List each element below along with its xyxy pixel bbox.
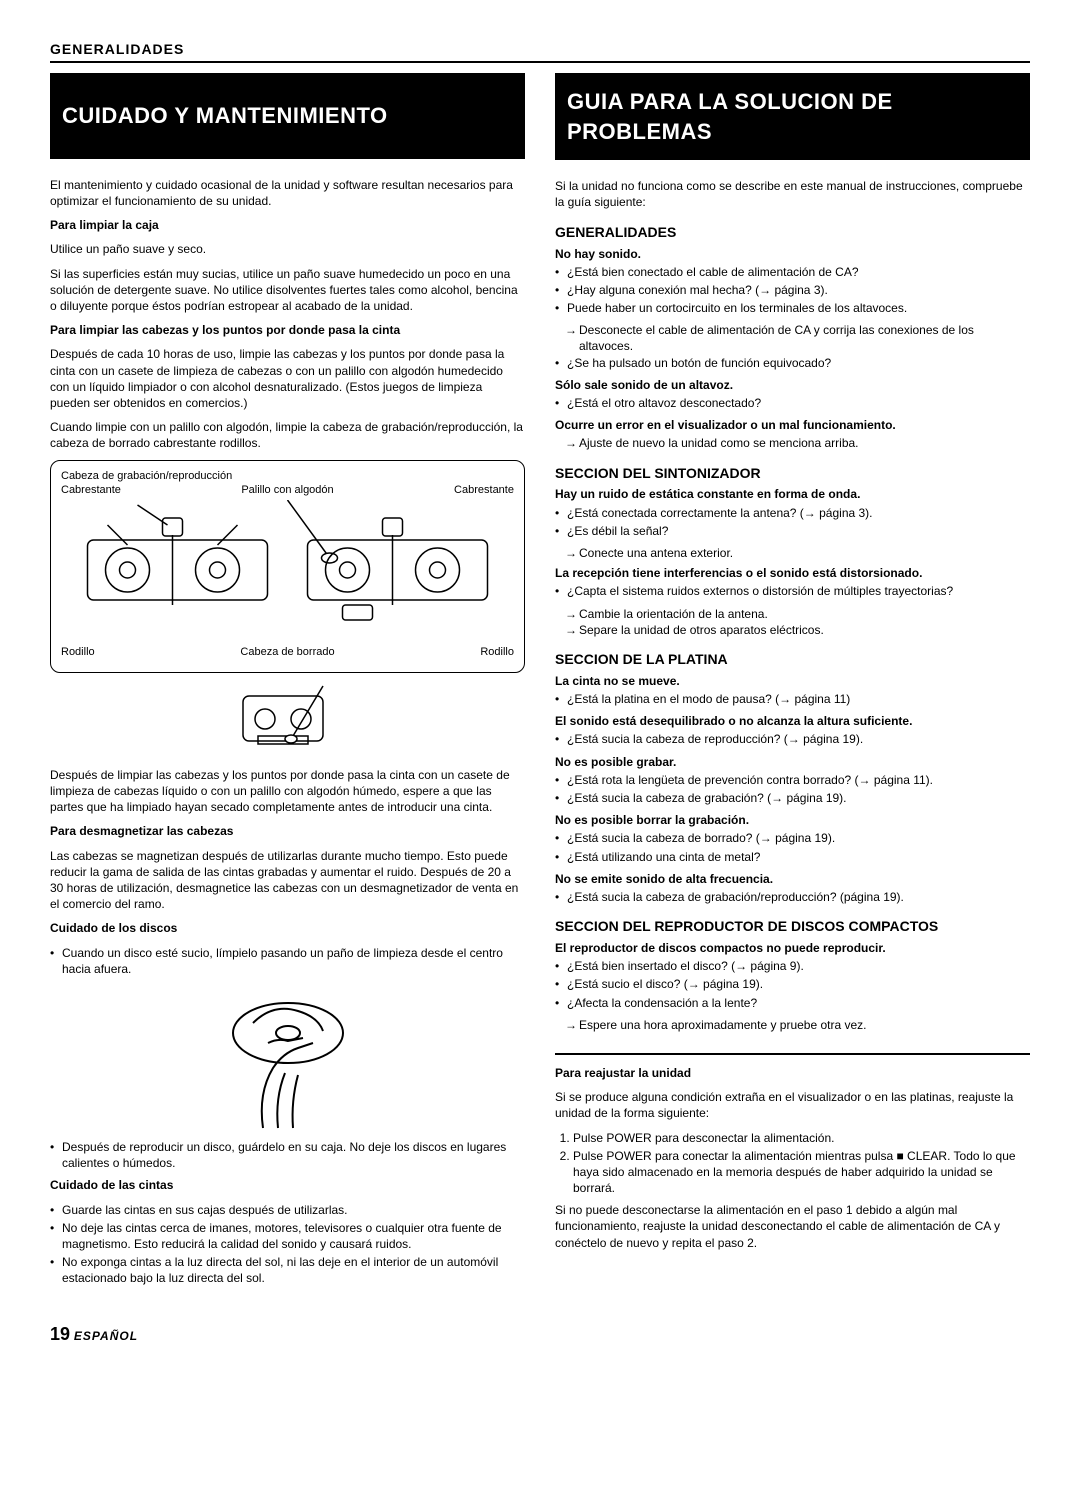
- list-item: ¿Está sucia la cabeza de grabación/repro…: [555, 889, 1030, 905]
- after-clean-text: Después de limpiar las cabezas y los pun…: [50, 767, 525, 816]
- troubleshoot-intro: Si la unidad no funciona como se describ…: [555, 178, 1030, 210]
- list-item: ¿Está conectada correctamente la antena?…: [555, 505, 1030, 521]
- list-item: ¿Está utilizando una cinta de metal?: [555, 849, 1030, 865]
- one-speaker-heading: Sólo sale sonido de un altavoz.: [555, 377, 1030, 393]
- list-item: ¿Está el otro altavoz desconectado?: [555, 395, 1030, 411]
- disc-care-item: Después de reproducir un disco, guárdelo…: [50, 1139, 525, 1171]
- disc-care-heading: Cuidado de los discos: [50, 920, 525, 936]
- cassette-swab-icon: [223, 681, 353, 761]
- tape-mechanism-diagram: Cabeza de grabación/reproducción Cabrest…: [50, 460, 525, 673]
- arrow-item: Cambie la orientación de la antena.: [555, 606, 1030, 622]
- disc-wipe-icon: [203, 983, 373, 1133]
- display-error-heading: Ocurre un error en el visualizador o un …: [555, 417, 1030, 433]
- cd-heading: SECCION DEL REPRODUCTOR DE DISCOS COMPAC…: [555, 917, 1030, 936]
- list-item: ¿Hay alguna conexión mal hecha? (→ págin…: [555, 282, 1030, 298]
- list-item: Puede haber un cortocircuito en los term…: [555, 300, 1030, 316]
- language-label: ESPAÑOL: [74, 1329, 138, 1343]
- diagram-label-pinch-left: Rodillo: [61, 645, 95, 660]
- clean-case-heading: Para limpiar la caja: [50, 217, 525, 233]
- general-heading: GENERALIDADES: [555, 223, 1030, 242]
- divider: [555, 1053, 1030, 1055]
- left-header: CUIDADO Y MANTENIMIENTO: [50, 73, 525, 159]
- arrow-item: Desconecte el cable de alimentación de C…: [555, 322, 1030, 354]
- list-item: ¿Afecta la condensación a la lente?: [555, 995, 1030, 1011]
- unbalanced-heading: El sonido está desequilibrado o no alcan…: [555, 713, 1030, 729]
- deck-heading: SECCION DE LA PLATINA: [555, 650, 1030, 669]
- disc-care-item: Cuando un disco esté sucio, límpielo pas…: [50, 945, 525, 977]
- arrow-item: Ajuste de nuevo la unidad como se mencio…: [555, 435, 1030, 451]
- static-heading: Hay un ruido de estática constante en fo…: [555, 486, 1030, 502]
- tuner-heading: SECCION DEL SINTONIZADOR: [555, 464, 1030, 483]
- clean-heads-p1: Después de cada 10 horas de uso, limpie …: [50, 346, 525, 411]
- left-column: CUIDADO Y MANTENIMIENTO El mantenimiento…: [50, 73, 525, 1293]
- clean-heads-p2: Cuando limpie con un palillo con algodón…: [50, 419, 525, 451]
- list-item: ¿Está bien conectado el cable de aliment…: [555, 264, 1030, 280]
- right-column: GUIA PARA LA SOLUCION DE PROBLEMAS Si la…: [555, 73, 1030, 1293]
- clean-case-p1: Utilice un paño suave y seco.: [50, 241, 525, 257]
- interference-heading: La recepción tiene interferencias o el s…: [555, 565, 1030, 581]
- page-number: 19: [50, 1324, 70, 1344]
- list-item: ¿Está sucio el disco? (→ página 19).: [555, 976, 1030, 992]
- list-item: ¿Está sucia la cabeza de grabación? (→ p…: [555, 790, 1030, 806]
- diagram-label-capstan-right: Cabrestante: [454, 483, 514, 498]
- tape-care-item: No deje las cintas cerca de imanes, moto…: [50, 1220, 525, 1252]
- reset-note: Si no puede desconectarse la alimentació…: [555, 1202, 1030, 1251]
- diagram-label-capstan-left: Cabrestante: [61, 483, 121, 498]
- list-item: ¿Es débil la señal?: [555, 523, 1030, 539]
- arrow-item: Espere una hora aproximadamente y pruebe…: [555, 1017, 1030, 1033]
- list-item: ¿Está sucia la cabeza de reproducción? (…: [555, 731, 1030, 747]
- list-item: ¿Está rota la lengüeta de prevención con…: [555, 772, 1030, 788]
- list-item: ¿Capta el sistema ruidos externos o dist…: [555, 583, 1030, 599]
- page-footer: 19 ESPAÑOL: [50, 1322, 1030, 1346]
- diagram-label-rec-head: Cabeza de grabación/reproducción: [61, 469, 514, 484]
- no-record-heading: No es posible grabar.: [555, 754, 1030, 770]
- demag-text: Las cabezas se magnetizan después de uti…: [50, 848, 525, 913]
- list-item: ¿Está sucia la cabeza de borrado? (→ pág…: [555, 830, 1030, 846]
- diagram-label-swab: Palillo con algodón: [241, 483, 333, 498]
- no-highfreq-heading: No se emite sonido de alta frecuencia.: [555, 871, 1030, 887]
- right-header: GUIA PARA LA SOLUCION DE PROBLEMAS: [555, 73, 1030, 160]
- mechanism-svg-icon: [61, 500, 514, 640]
- no-sound-heading: No hay sonido.: [555, 246, 1030, 262]
- diagram-label-pinch-right: Rodillo: [480, 645, 514, 660]
- clean-heads-heading: Para limpiar las cabezas y los puntos po…: [50, 322, 525, 338]
- cd-noplay-heading: El reproductor de discos compactos no pu…: [555, 940, 1030, 956]
- demag-heading: Para desmagnetizar las cabezas: [50, 823, 525, 839]
- tape-care-item: Guarde las cintas en sus cajas después d…: [50, 1202, 525, 1218]
- diagram-label-erase-head: Cabeza de borrado: [240, 645, 334, 660]
- list-item: ¿Se ha pulsado un botón de función equiv…: [555, 355, 1030, 371]
- list-item: ¿Está la platina en el modo de pausa? (→…: [555, 691, 1030, 707]
- intro-text: El mantenimiento y cuidado ocasional de …: [50, 177, 525, 209]
- reset-intro: Si se produce alguna condición extraña e…: [555, 1089, 1030, 1121]
- list-item: ¿Está bien insertado el disco? (→ página…: [555, 958, 1030, 974]
- arrow-item: Separe la unidad de otros aparatos eléct…: [555, 622, 1030, 638]
- tape-care-heading: Cuidado de las cintas: [50, 1177, 525, 1193]
- reset-heading: Para reajustar la unidad: [555, 1065, 1030, 1081]
- reset-step: Pulse POWER para desconectar la alimenta…: [573, 1130, 1030, 1146]
- tape-move-heading: La cinta no se mueve.: [555, 673, 1030, 689]
- clean-case-p2: Si las superficies están muy sucias, uti…: [50, 266, 525, 315]
- no-erase-heading: No es posible borrar la grabación.: [555, 812, 1030, 828]
- tape-care-item: No exponga cintas a la luz directa del s…: [50, 1254, 525, 1286]
- section-header: GENERALIDADES: [50, 40, 1030, 63]
- arrow-item: Conecte una antena exterior.: [555, 545, 1030, 561]
- reset-step: Pulse POWER para conectar la alimentació…: [573, 1148, 1030, 1197]
